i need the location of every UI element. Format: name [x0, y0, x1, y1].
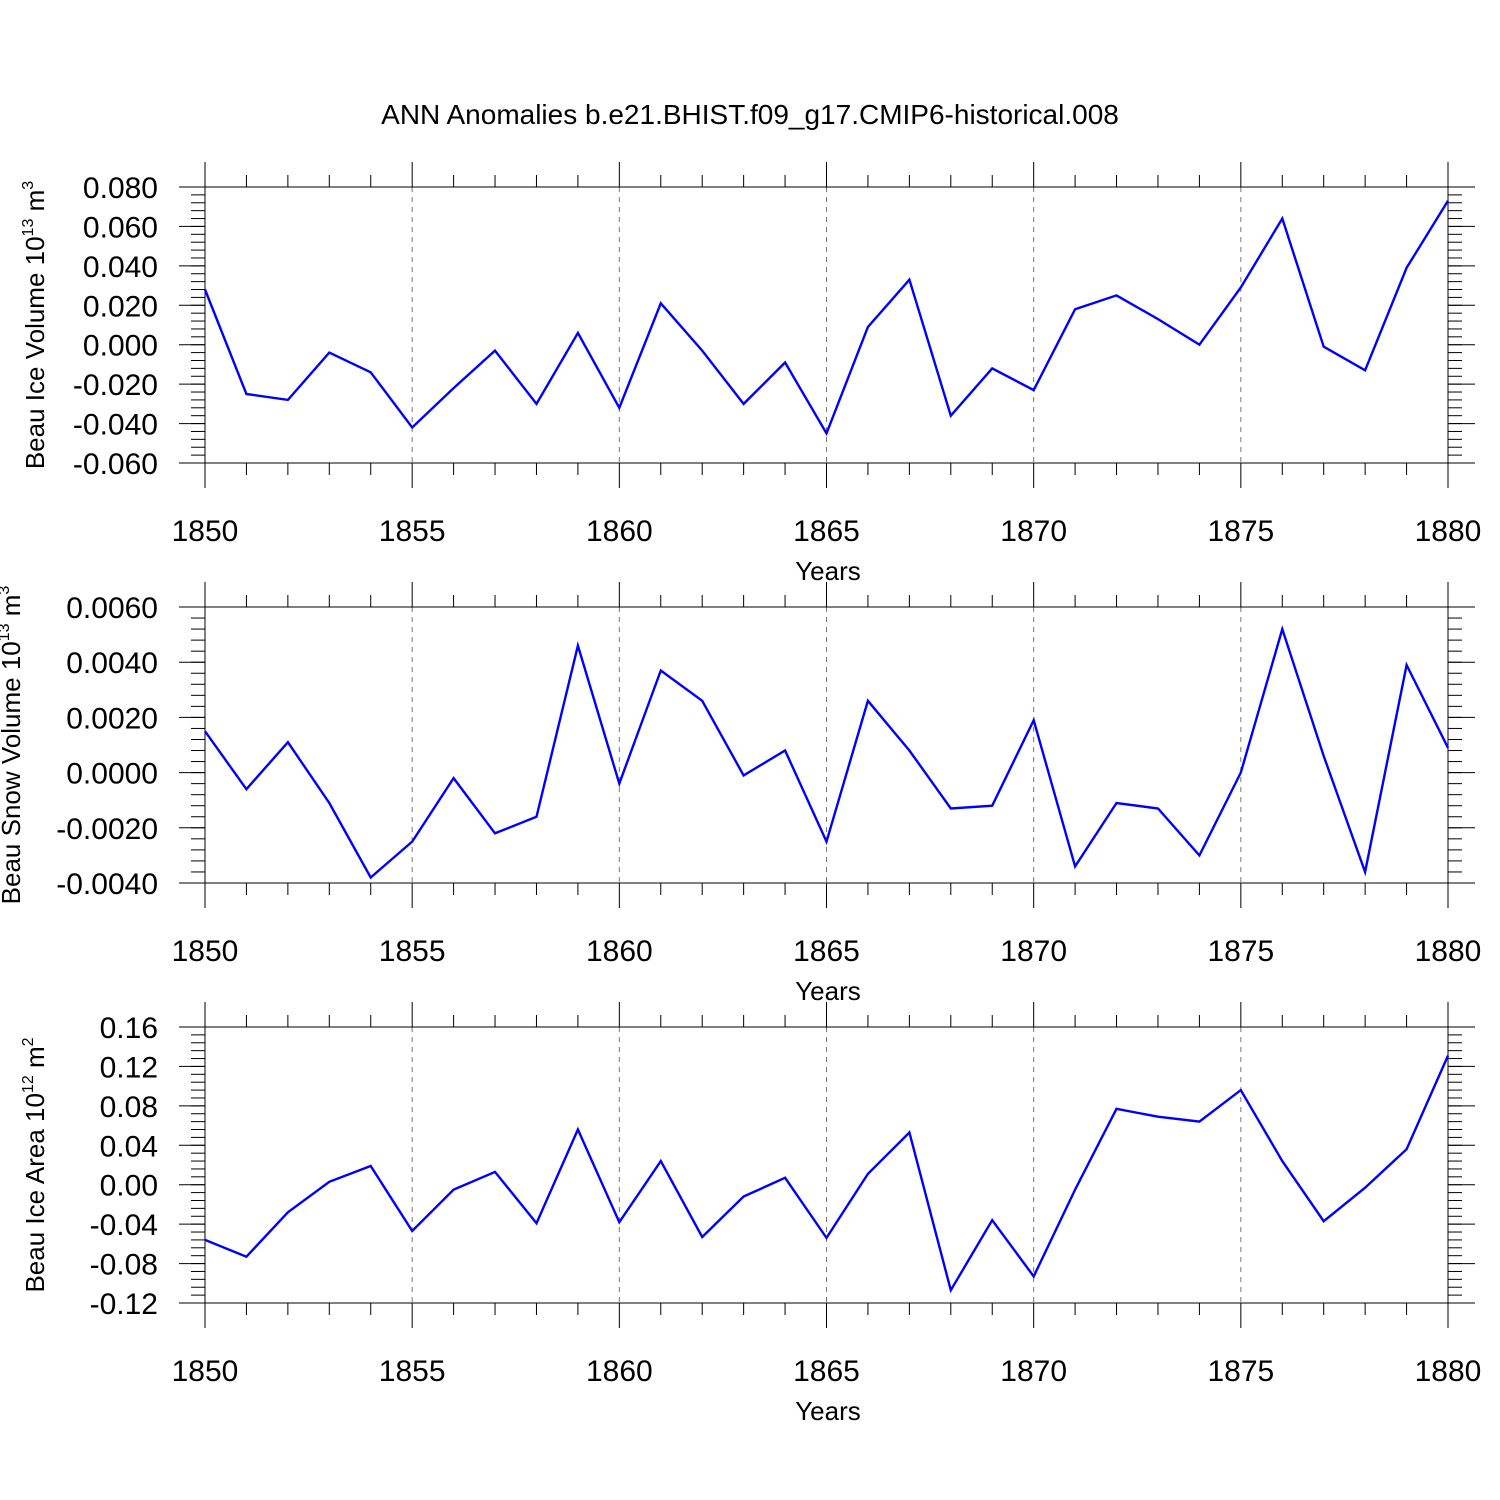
x-tick-label: 1850: [172, 515, 239, 548]
y-tick-label: -0.060: [73, 448, 158, 481]
y-tick-label: -0.0020: [56, 813, 158, 846]
y-axis-title-unit: m: [20, 1046, 50, 1075]
y-tick-label: -0.040: [73, 409, 158, 442]
x-tick-label: 1870: [1000, 515, 1067, 548]
y-axis-title-exponent: 13: [20, 219, 37, 237]
x-tick-label: 1880: [1415, 935, 1482, 968]
x-tick-label: 1855: [379, 515, 446, 548]
y-tick-label: -0.0040: [56, 868, 158, 901]
panel-1: -0.060 -0.040 -0.020 0.000 0.020 0.040 0.060 0.…: [20, 162, 1481, 586]
y-axis-title-main: Beau Ice Area 10: [20, 1093, 50, 1292]
y-tick-label: 0.0000: [66, 758, 158, 791]
y-tick-label: 0.020: [83, 290, 158, 323]
y-tick-label: 0.0020: [66, 702, 158, 735]
x-tick-label: 1860: [586, 515, 653, 548]
y-axis-title-main: Beau Ice Volume 10: [20, 236, 50, 469]
y-tick-label: -0.04: [90, 1209, 158, 1242]
y-axis-title: Beau Snow Volume 1013 m3: [0, 586, 26, 905]
x-axis-title: Years: [795, 976, 861, 1006]
x-tick-label: 1850: [172, 1355, 239, 1388]
y-tick-label: -0.12: [90, 1288, 158, 1321]
y-tick-label: 0.040: [83, 251, 158, 284]
x-tick-label: 1870: [1000, 935, 1067, 968]
panel-2: -0.0040 -0.0020 0.0000 0.0020 0.0040 0.0060 18…: [0, 582, 1481, 1006]
data-series-line: [204, 625, 1450, 880]
x-tick-label: 1870: [1000, 1355, 1067, 1388]
x-tick-label: 1865: [793, 1355, 860, 1388]
y-tick-label: 0.08: [100, 1091, 158, 1124]
x-tick-label: 1855: [379, 1355, 446, 1388]
y-tick-label: -0.020: [73, 369, 158, 402]
x-tick-label: 1880: [1415, 1355, 1482, 1388]
y-axis-title-unit-exponent: 2: [20, 1037, 37, 1046]
x-tick-label: 1865: [793, 935, 860, 968]
y-axis-title-unit-exponent: 3: [0, 586, 13, 595]
chart-title: ANN Anomalies b.e21.BHIST.f09_g17.CMIP6-…: [381, 99, 1119, 130]
y-tick-label: 0.04: [100, 1130, 158, 1163]
y-axis-title: Beau Ice Volume 1013 m3: [20, 181, 50, 469]
data-series-line: [203, 200, 1450, 437]
y-axis-title: Beau Ice Area 1012 m2: [20, 1037, 50, 1292]
x-tick-label: 1860: [586, 1355, 653, 1388]
x-tick-label: 1875: [1207, 1355, 1274, 1388]
y-tick-label: 0.16: [100, 1012, 158, 1045]
y-tick-label: 0.00: [100, 1170, 158, 1203]
x-tick-label: 1850: [172, 935, 239, 968]
y-tick-label: 0.060: [83, 211, 158, 244]
y-tick-label: 0.12: [100, 1051, 158, 1084]
x-tick-label: 1860: [586, 935, 653, 968]
x-tick-label: 1855: [379, 935, 446, 968]
x-axis-title: Years: [795, 556, 861, 586]
y-tick-label: 0.080: [83, 172, 158, 205]
y-axis-title-unit-exponent: 3: [20, 181, 37, 190]
x-axis-title: Years: [795, 1396, 861, 1426]
y-axis-title-exponent: 12: [20, 1075, 37, 1093]
data-series-line: [204, 1055, 1450, 1294]
y-axis-title-unit: m: [20, 190, 50, 219]
x-tick-label: 1875: [1207, 935, 1274, 968]
y-tick-label: -0.08: [90, 1249, 158, 1282]
y-tick-label: 0.000: [83, 330, 158, 363]
panel-3: -0.12 -0.08 -0.04 0.00 0.04 0.08 0.12 0.16 1850 1…: [20, 1002, 1481, 1426]
y-axis-title-exponent: 13: [0, 623, 13, 641]
y-axis-title-main: Beau Snow Volume 10: [0, 641, 26, 904]
y-tick-label: 0.0060: [66, 592, 158, 625]
x-tick-label: 1865: [793, 515, 860, 548]
y-axis-title-unit: m: [0, 595, 26, 624]
x-tick-label: 1880: [1415, 515, 1482, 548]
x-tick-label: 1875: [1207, 515, 1274, 548]
y-tick-label: 0.0040: [66, 647, 158, 680]
